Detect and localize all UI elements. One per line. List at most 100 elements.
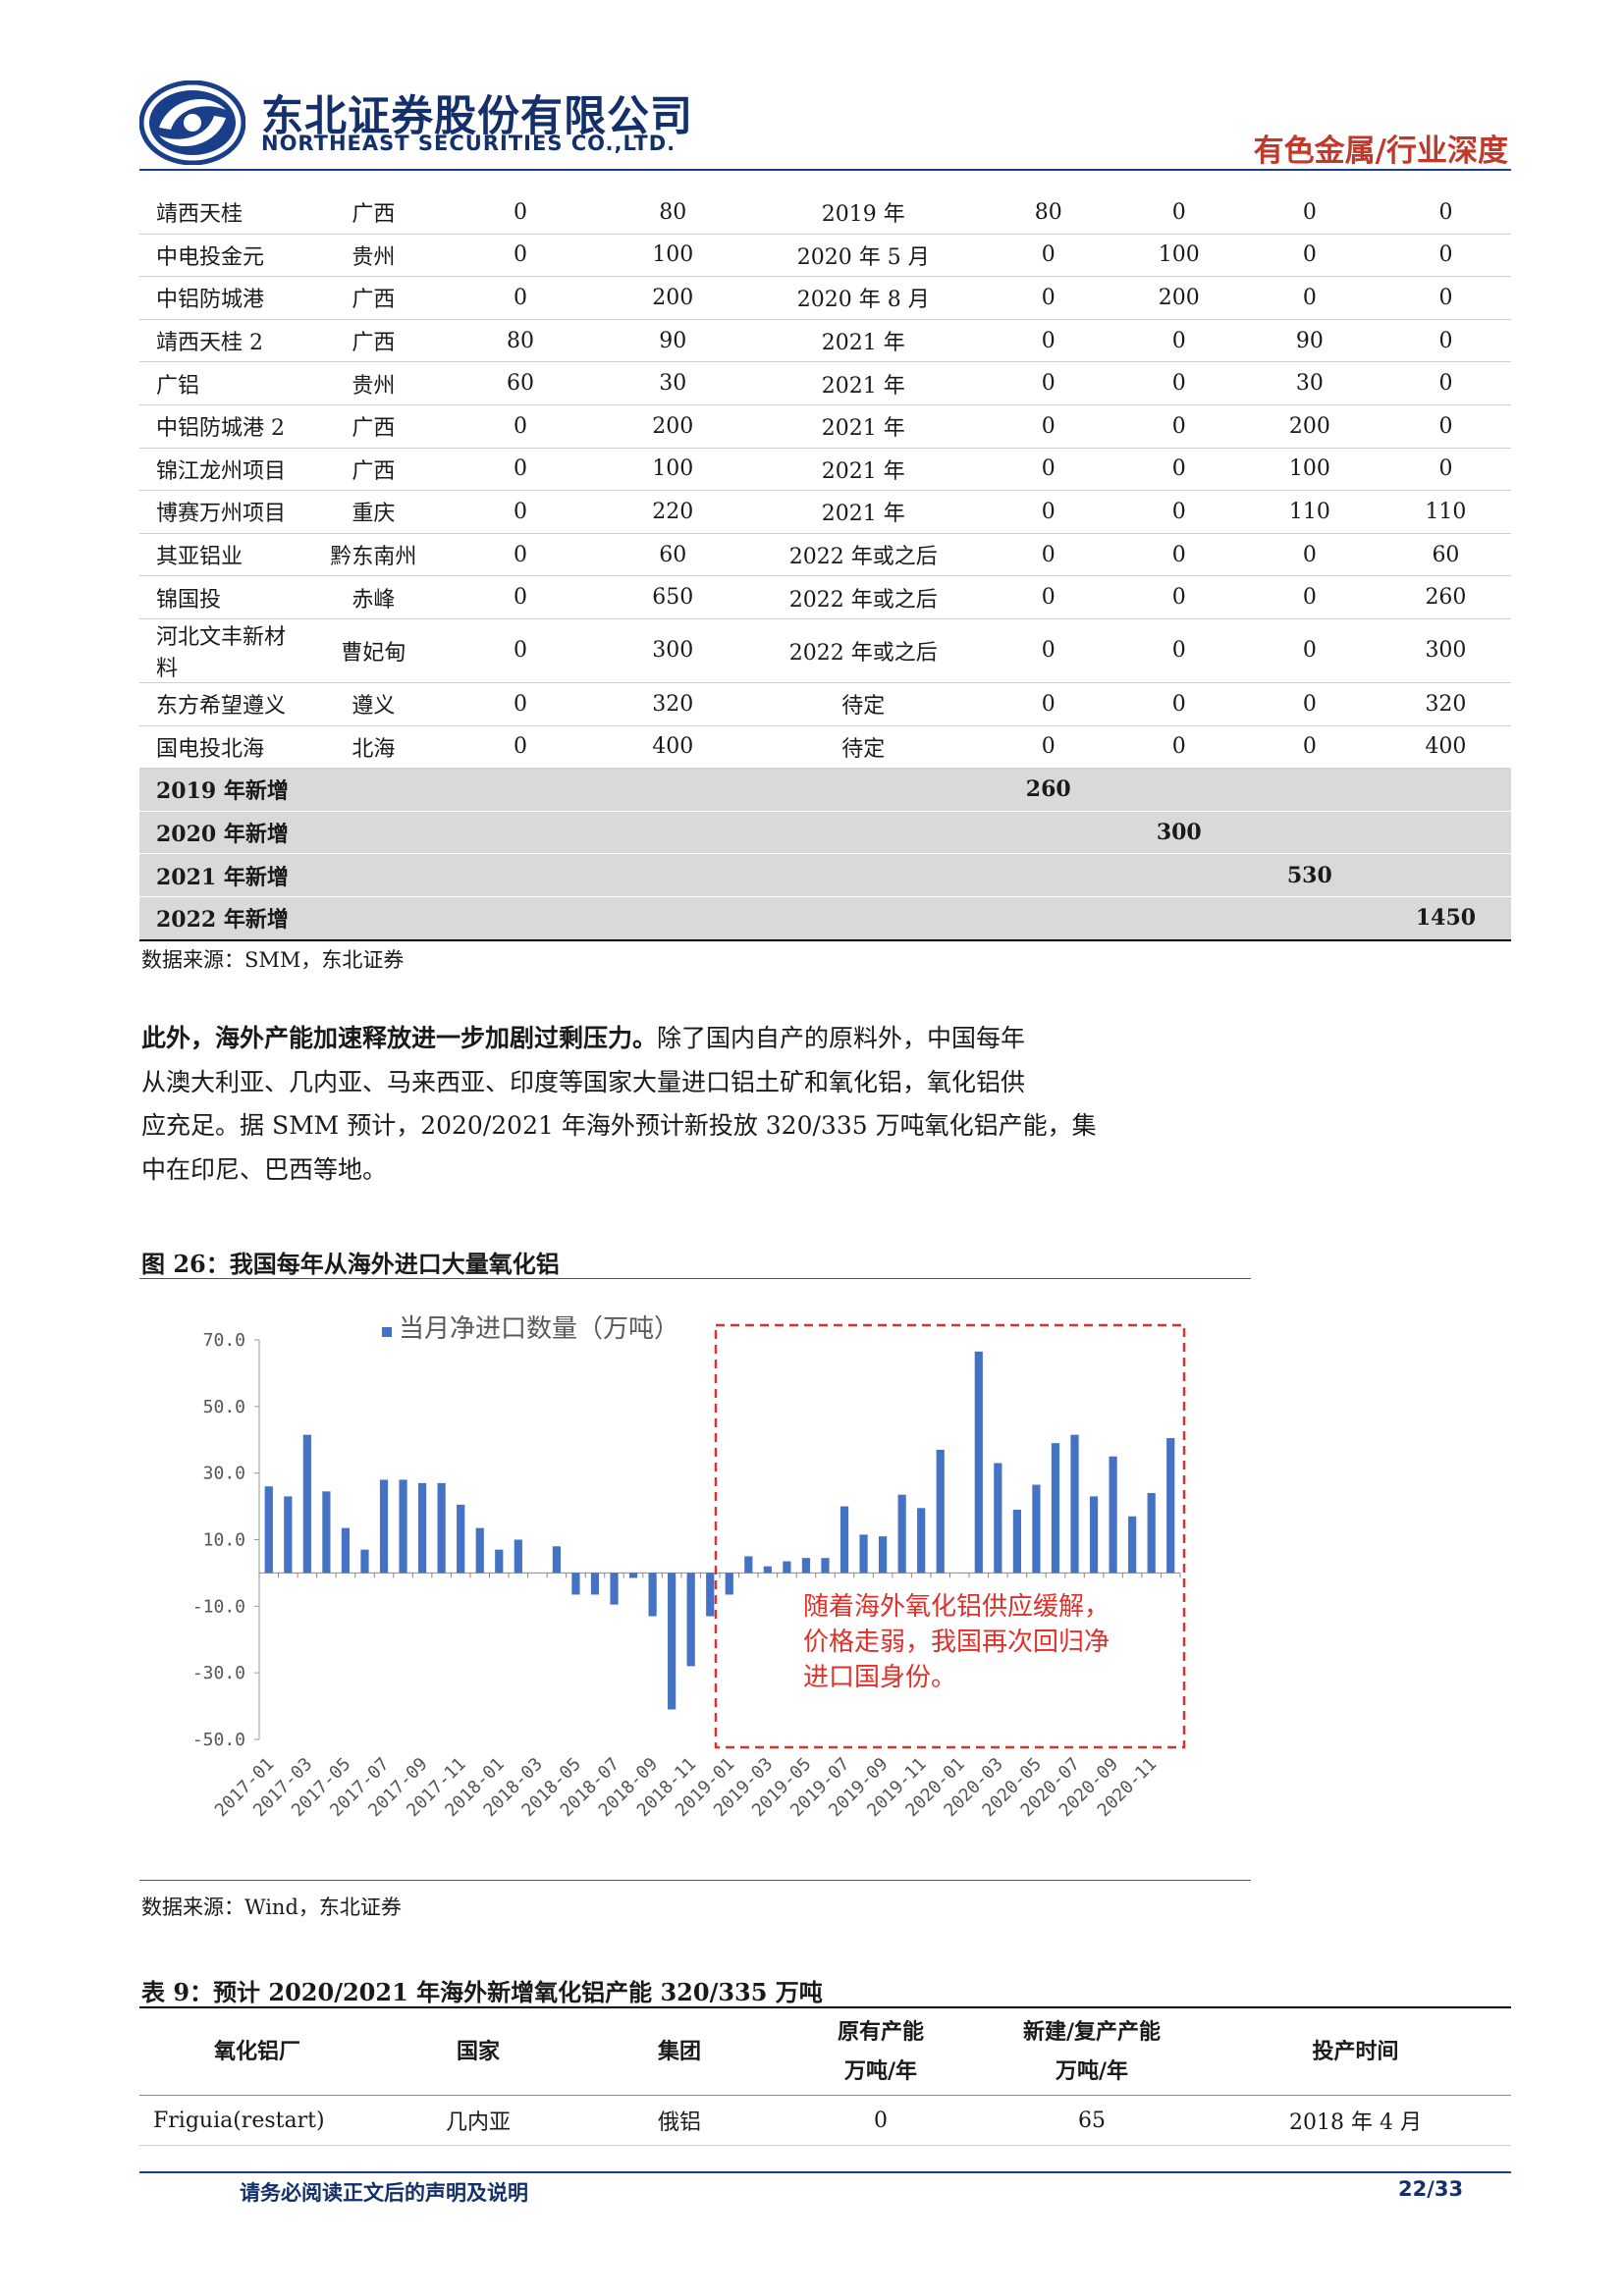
- table-header: 原有产能 万吨/年: [778, 2008, 984, 2096]
- chart-bar: [495, 1549, 504, 1574]
- report-category: 有色金属/行业深度: [1253, 133, 1508, 169]
- chart-bar: [341, 1527, 351, 1574]
- table-cell: 2019 年新增: [139, 768, 303, 812]
- table-cell: 300: [1118, 811, 1239, 855]
- table-cell: 60: [1380, 533, 1511, 577]
- table-cell: 2021 年: [748, 490, 978, 534]
- figure-top-rule: [139, 1278, 1251, 1279]
- table-cell: [1238, 896, 1380, 941]
- chart-bar: [936, 1449, 945, 1574]
- table-cell: 100: [1118, 234, 1239, 278]
- table-cell: 0: [1118, 319, 1239, 363]
- table-cell: 300: [596, 618, 749, 683]
- table-row: 博赛万州项目 重庆 0 220 2021 年 0 0 110 110: [139, 490, 1511, 534]
- y-tick-label: 70.0: [203, 1330, 245, 1351]
- table-cell: 2018 年 4 月: [1200, 2095, 1511, 2146]
- table-cell: 650: [596, 575, 749, 619]
- chart-bar: [1109, 1456, 1117, 1574]
- table-cell: 靖西天桂: [139, 191, 303, 235]
- chart-bar: [284, 1496, 293, 1574]
- page-number: 22/33: [1398, 2177, 1464, 2201]
- table-cell: 赤峰: [302, 575, 445, 619]
- table-cell: [596, 853, 749, 897]
- table-cell: 0: [1238, 682, 1380, 726]
- summary-row: 2021 年新增 530: [139, 853, 1511, 897]
- table-cell: [302, 768, 445, 812]
- table-cell: 博赛万州项目: [139, 490, 303, 534]
- table-cell: [444, 768, 597, 812]
- table-cell: 俄铝: [581, 2095, 778, 2146]
- chart-bar: [706, 1573, 715, 1617]
- alumina-import-chart: 70.050.030.010.0-10.0-30.0-50.02017-0120…: [192, 1314, 1186, 1821]
- chart-bar: [994, 1463, 1002, 1574]
- chart-bar: [322, 1491, 331, 1574]
- table-cell: 320: [596, 682, 749, 726]
- table-cell: 0: [977, 448, 1119, 492]
- table-cell: [748, 853, 978, 897]
- chart-bar: [801, 1558, 811, 1574]
- table-cell: 0: [444, 191, 597, 235]
- table-cell: 0: [1380, 361, 1511, 405]
- table-cell: 几内亚: [375, 2095, 581, 2146]
- table-cell: 200: [1238, 404, 1380, 449]
- table-row: 河北文丰新材料 曹妃甸 0 300 2022 年或之后 0 0 0 300: [139, 618, 1511, 683]
- legend-label: 当月净进口数量（万吨）: [399, 1314, 679, 1344]
- table-cell: 2022 年或之后: [748, 618, 978, 683]
- table-cell: 2022 年或之后: [748, 533, 978, 577]
- table-cell: 北海: [302, 725, 445, 770]
- table-cell: 110: [1238, 490, 1380, 534]
- table-row: 其亚铝业 黔东南州 0 60 2022 年或之后 0 0 0 60: [139, 533, 1511, 577]
- table-cell: 0: [444, 533, 597, 577]
- table-cell: 100: [596, 234, 749, 278]
- y-tick-label: -10.0: [192, 1596, 245, 1617]
- table-cell: 65: [984, 2095, 1200, 2146]
- paragraph-lead: 此外，海外产能加速释放进一步加剧过剩压力。: [141, 1024, 658, 1052]
- table-cell: 400: [596, 725, 749, 770]
- table-cell: 中电投金元: [139, 234, 303, 278]
- table-row: 中电投金元 贵州 0 100 2020 年 5 月 0 100 0 0: [139, 234, 1511, 278]
- table-cell: [977, 853, 1119, 897]
- table-cell: 2021 年: [748, 361, 978, 405]
- table-row: 国电投北海 北海 0 400 待定 0 0 0 400: [139, 725, 1511, 770]
- table-cell: 80: [977, 191, 1119, 235]
- table-cell: 0: [1380, 276, 1511, 320]
- table-cell: 110: [1380, 490, 1511, 534]
- chart-bar: [302, 1434, 311, 1574]
- table-cell: 0: [444, 618, 597, 683]
- y-tick-label: -30.0: [192, 1663, 245, 1683]
- table-cell: [444, 811, 597, 855]
- table-cell: 靖西天桂 2: [139, 319, 303, 363]
- table-cell: 0: [444, 234, 597, 278]
- chart-bar: [399, 1479, 407, 1574]
- table-cell: 0: [1238, 276, 1380, 320]
- figure-source-note: 数据来源：Wind，东北证券: [141, 1896, 402, 1919]
- y-tick-label: 10.0: [203, 1530, 245, 1551]
- table-cell: 2022 年新增: [139, 896, 303, 941]
- chart-bar: [610, 1573, 619, 1605]
- chart-bar: [1147, 1493, 1156, 1574]
- chart-bar: [1128, 1516, 1137, 1574]
- table-cell: 0: [444, 448, 597, 492]
- chart-bar: [917, 1508, 926, 1574]
- table-header: 新建/复产产能 万吨/年: [984, 2008, 1200, 2096]
- chart-bar: [763, 1566, 772, 1574]
- table-cell: 广西: [302, 319, 445, 363]
- table-cell: [1118, 896, 1239, 941]
- chart-bar: [725, 1573, 733, 1595]
- table-cell: 0: [1238, 618, 1380, 683]
- table-title: 表 9：预计 2020/2021 年海外新增氧化铝产能 320/335 万吨: [141, 1978, 823, 2006]
- table-cell: 100: [596, 448, 749, 492]
- chart-annotation: 进口国身份。: [803, 1663, 956, 1692]
- table-cell: [596, 896, 749, 941]
- table-cell: 2020 年 8 月: [748, 276, 978, 320]
- table-cell: 90: [1238, 319, 1380, 363]
- table-top-rule: [139, 2006, 1511, 2008]
- table-cell: 0: [444, 575, 597, 619]
- table-cell: [1380, 811, 1511, 855]
- chart-bar: [418, 1482, 427, 1574]
- chart-annotation: 价格走弱，我国再次回归净: [803, 1628, 1110, 1657]
- table-cell: 0: [1118, 575, 1239, 619]
- table-cell: 0: [1118, 533, 1239, 577]
- table-cell: 中铝防城港: [139, 276, 303, 320]
- table-cell: 220: [596, 490, 749, 534]
